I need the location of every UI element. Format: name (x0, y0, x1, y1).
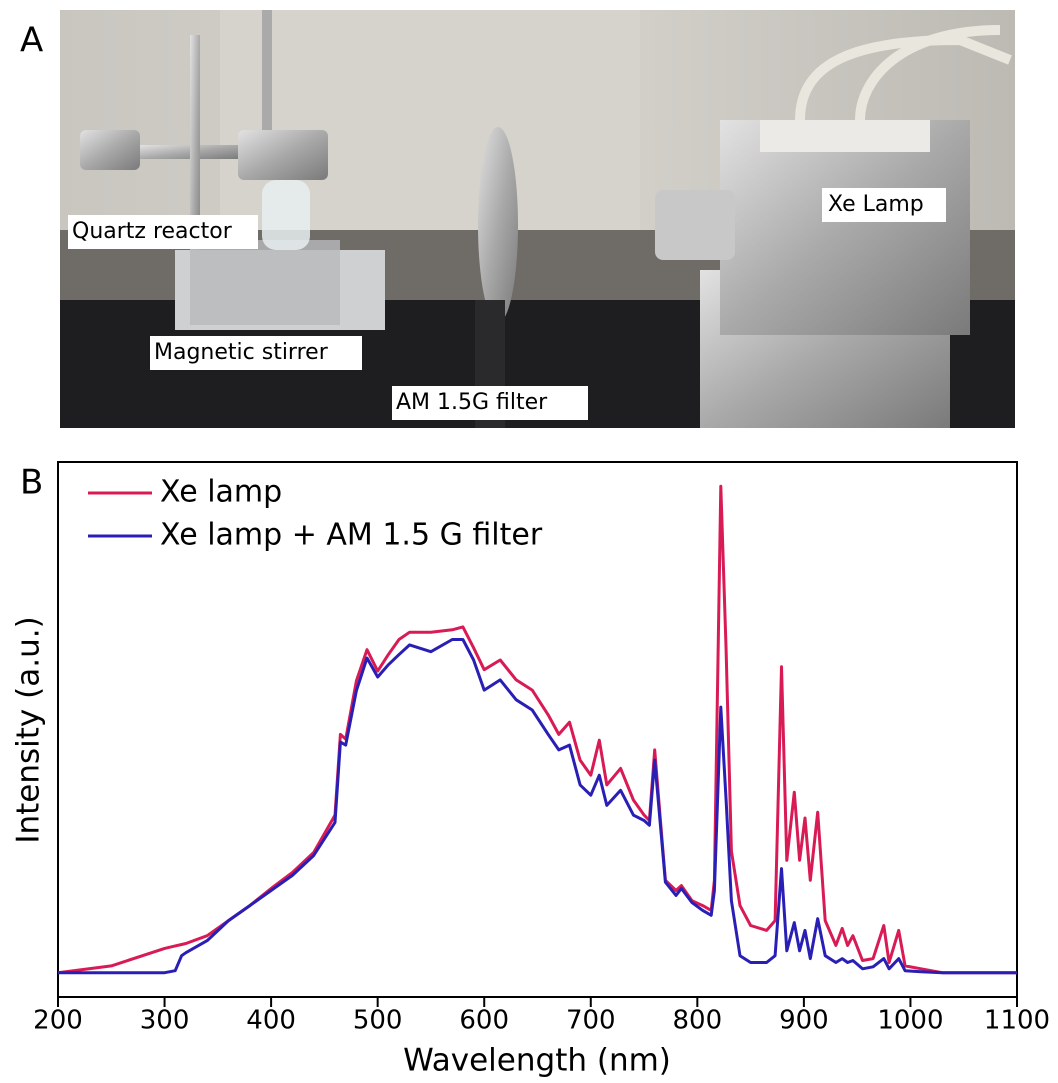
x-tick-label: 500 (353, 1006, 403, 1036)
plot-frame (57, 461, 1018, 998)
x-tick-label: 200 (33, 1006, 83, 1036)
series-line (58, 638, 1017, 975)
panel-label: A (20, 21, 43, 61)
x-tick-label: 1000 (877, 1006, 943, 1036)
x-tick-label: 300 (140, 1006, 190, 1036)
photo-annotation: AM 1.5G filter (396, 390, 548, 415)
photo-annotation: Quartz reactor (72, 219, 233, 244)
photo-annotation: Xe Lamp (828, 192, 924, 217)
x-tick-label: 400 (246, 1006, 296, 1036)
photo: Quartz reactor Magnetic stirrer AM 1.5G … (60, 10, 1015, 428)
x-tick-label: 800 (673, 1006, 723, 1036)
x-tick-label: 600 (459, 1006, 509, 1036)
x-axis-label: Wavelength (nm) (403, 1043, 671, 1079)
legend-label: Xe lamp (160, 475, 282, 510)
series-line (57, 484, 1017, 975)
x-tick-label: 700 (566, 1006, 616, 1036)
x-tick-label: 1100 (984, 1006, 1050, 1036)
photo-annotation: Magnetic stirrer (154, 340, 329, 365)
y-axis-label: Intensity (a.u.) (11, 616, 47, 843)
x-tick-label: 900 (779, 1006, 829, 1036)
panel-label: B (20, 463, 43, 503)
legend-label: Xe lamp + AM 1.5 G filter (160, 518, 543, 553)
